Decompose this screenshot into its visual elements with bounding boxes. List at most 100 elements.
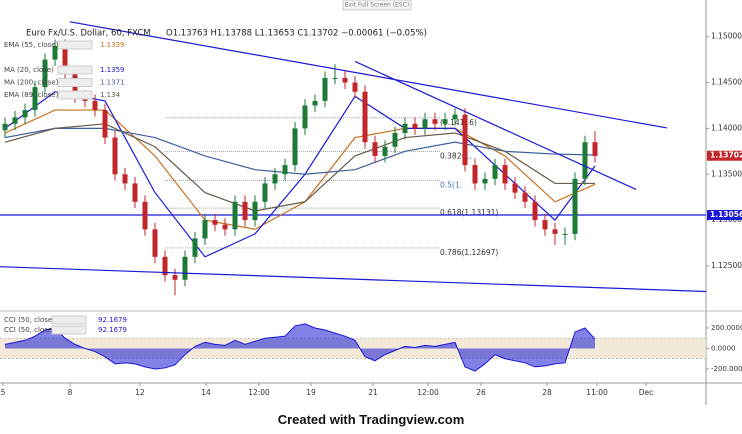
candle-body (382, 146, 388, 156)
candle-body (152, 229, 158, 257)
candle-body (562, 233, 568, 235)
candle-body (282, 165, 288, 175)
candle-body (182, 256, 188, 280)
chart: Exit Full Screen (ESC) 1.15000 1.14500 1.1… (0, 0, 742, 405)
candle-body (582, 142, 588, 179)
candle-body (332, 77, 338, 79)
y-tick-label: 1.13500 (711, 169, 742, 178)
candle-body (212, 220, 218, 225)
candle-body (592, 142, 598, 156)
legend-value: 1.1359 (100, 66, 125, 74)
candle-body (532, 201, 538, 221)
symbol-title: Euro Fx/U.S. Dollar, 60, FXCM (26, 29, 151, 39)
candle-body (202, 220, 208, 239)
fib-label: 0.618(1.13131) (440, 208, 498, 217)
candle-body (472, 165, 478, 184)
cci-tick-label: 200.0000 (711, 324, 742, 332)
candle-body (172, 275, 178, 280)
x-tick-label: 5 (1, 388, 6, 397)
legend-name: EMA (55, close) (4, 41, 59, 49)
candle-body (22, 110, 28, 118)
candle-body (502, 165, 508, 184)
candle-body (252, 201, 258, 221)
candle-body (242, 201, 248, 221)
candle-body (522, 192, 528, 202)
candle-body (312, 100, 318, 106)
candle-body (322, 77, 328, 101)
candle-body (402, 123, 408, 133)
candle-body (362, 91, 368, 143)
candle-body (52, 45, 58, 60)
legend-buttons (57, 65, 93, 75)
candle-body (2, 123, 8, 131)
x-tick-label: 12 (135, 388, 145, 397)
legend-name: MA (200, close) (4, 79, 59, 87)
candle-body (192, 238, 198, 257)
candle-body (32, 87, 38, 111)
cci-legend-buttons (51, 315, 87, 325)
footer: Created with Tradingview.com (277, 412, 465, 427)
candle-body (352, 82, 358, 92)
candle-body (572, 178, 578, 234)
cci-legend-value: 92.1679 (98, 316, 127, 324)
last-price-bg (707, 150, 742, 161)
cci-line (4, 323, 596, 372)
cci-legend-name: CCI (50, close) (4, 316, 55, 324)
candle-body (462, 114, 468, 166)
legend-buttons (57, 40, 93, 50)
price-tag-bg (707, 209, 742, 220)
candle-body (92, 100, 98, 111)
candle-body (412, 123, 418, 129)
y-tick-label: 1.15000 (711, 32, 742, 41)
candle-body (392, 132, 398, 147)
candle-body (142, 201, 148, 230)
candle-body (542, 220, 548, 230)
candle-body (452, 114, 458, 120)
cci-legend-value: 92.1679 (98, 326, 127, 334)
candle-body (62, 45, 68, 74)
price-tag: 1.13056 (710, 210, 742, 219)
cci-legend-buttons (51, 325, 87, 335)
fib-label: 0.5(1. (440, 181, 462, 190)
candle-body (422, 119, 428, 129)
y-tick-label: 1.14000 (711, 123, 742, 132)
x-tick-label: 12:00 (248, 388, 270, 397)
x-tick-label: 21 (368, 388, 378, 397)
candle-body (302, 105, 308, 129)
trendline (69, 21, 668, 129)
x-tick-label: 26 (476, 388, 486, 397)
trendline (0, 266, 707, 293)
candle-body (512, 183, 518, 193)
legend-value: 1.1339 (100, 41, 125, 49)
fib-label: 0.786(1.12697) (440, 248, 498, 257)
candle-body (342, 77, 348, 83)
cci-tick-label: -200.0000 (711, 365, 742, 373)
candle-body (262, 183, 268, 202)
fib-label: (1.14116) (440, 118, 477, 127)
candle-body (272, 174, 278, 184)
fib-label: 0.382(1. (440, 151, 472, 160)
x-tick-label: 14 (201, 388, 211, 397)
x-tick-label: Dec (639, 388, 654, 397)
last-price: 1.13702 (710, 151, 742, 160)
candle-body (132, 183, 138, 202)
candle-body (442, 119, 448, 124)
exit-hint[interactable]: Exit Full Screen (ESC) (345, 2, 409, 9)
candle-body (122, 174, 128, 184)
exit-button[interactable] (342, 0, 412, 11)
x-tick-label: 19 (306, 388, 316, 397)
cci-tick-label: 0.0000 (711, 344, 736, 352)
cci-legend-name: CCI (50, close) (4, 326, 55, 334)
candle-body (292, 128, 298, 166)
candle-body (432, 119, 438, 124)
x-tick-label: 11:00 (586, 388, 608, 397)
candle-body (232, 201, 238, 230)
candle-body (102, 110, 108, 138)
legend-value: 1.134 (100, 91, 121, 99)
candle-body (492, 165, 498, 179)
y-tick-label: 1.14500 (711, 78, 742, 87)
candle-body (42, 59, 48, 88)
candle-body (112, 137, 118, 175)
cci-area (5, 323, 595, 372)
